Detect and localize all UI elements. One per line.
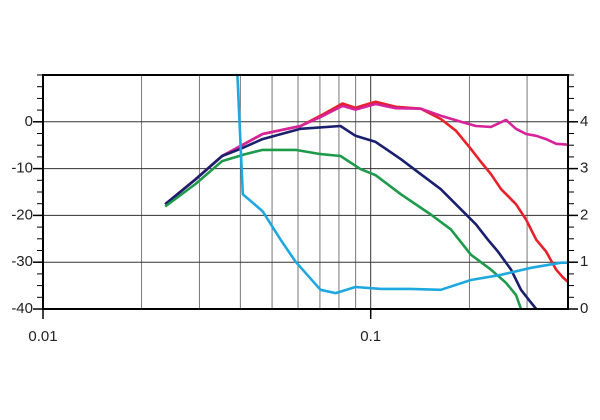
y2-tick-label: 1: [580, 253, 588, 270]
y2-tick-label: 4: [580, 113, 588, 130]
y-tick-label: -10: [11, 160, 33, 177]
y2-tick-label: 3: [580, 160, 588, 177]
plot-lines: [164, 75, 568, 309]
series-line: [164, 124, 538, 309]
x-tick-label: 0.01: [28, 328, 57, 345]
series-line: [236, 75, 568, 295]
series-line: [164, 102, 568, 206]
y2-tick-label: 2: [580, 206, 588, 223]
y-tick-label: 0: [25, 113, 33, 130]
x-tick-label: 0.1: [360, 328, 381, 345]
series-line: [164, 148, 523, 309]
y2-tick-label: 0: [580, 300, 588, 317]
y-tick-label: -20: [11, 206, 33, 223]
y-tick-label: -30: [11, 253, 33, 270]
axes: 0.01 0.1 -40 -30 -20 -10 0 0 1 2 3 4: [11, 74, 588, 345]
series-line: [164, 100, 568, 283]
y-tick-label: -40: [11, 300, 33, 317]
